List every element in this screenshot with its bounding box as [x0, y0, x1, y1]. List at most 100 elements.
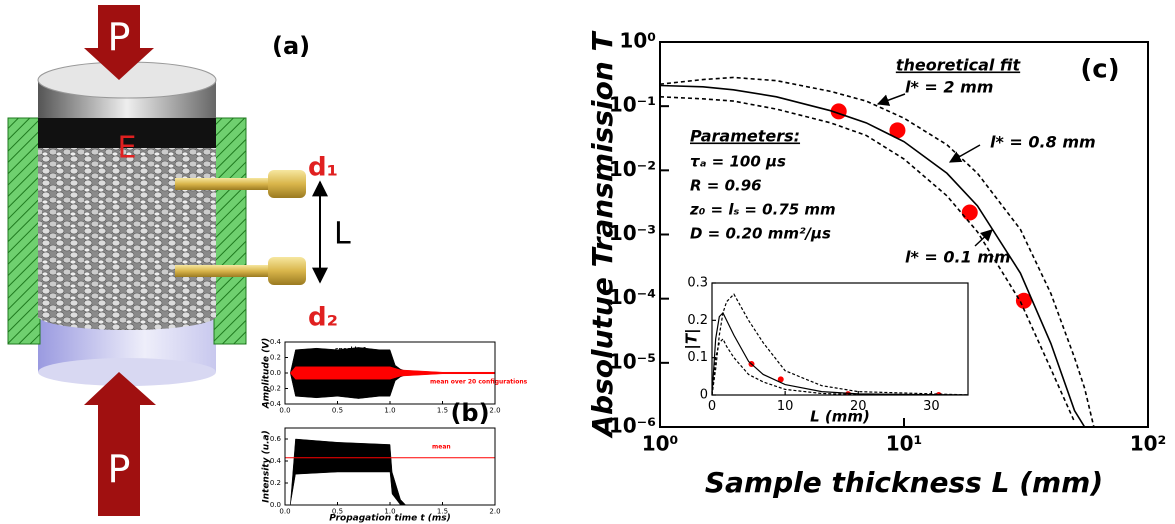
series-label: l* = 0.1 mm [905, 248, 1011, 267]
electrode-label: E [118, 131, 137, 166]
annotation-arrow [974, 229, 993, 247]
electrode-band [38, 116, 216, 148]
x-tick-label: 10⁰ [642, 432, 679, 456]
curve [660, 95, 1076, 423]
y-tick-label: 0.4 [270, 457, 282, 465]
force-arrow-top [84, 5, 154, 80]
x-tick-label: 1.0 [384, 406, 395, 414]
x-tick-label: 1.5 [437, 406, 448, 414]
y-tick-label: 10⁻¹ [609, 93, 656, 117]
x-tick-label: 20 [850, 399, 867, 414]
data-point [1015, 292, 1032, 309]
y-axis-label: Absolutue Transmission T [586, 30, 619, 438]
data-point [777, 376, 784, 383]
detector-head [268, 170, 306, 198]
y-tick-label: 10⁻² [609, 157, 656, 181]
y-tick-label: 0.4 [270, 338, 282, 346]
housing-right [213, 117, 247, 345]
curve [660, 76, 1095, 427]
plot-area [660, 76, 1095, 427]
curve [712, 337, 968, 395]
parameter: D = 0.20 mm²/µs [690, 225, 831, 243]
signal-band [289, 366, 495, 380]
inset-background [712, 283, 968, 395]
x-tick-label: 1.5 [437, 507, 448, 515]
panel-c-arrows [876, 93, 993, 247]
plot-frame [284, 341, 496, 405]
y-tick-label: 0 [700, 388, 708, 403]
y-tick-label: 10⁻³ [609, 221, 656, 245]
y-tick-label: 10⁻⁴ [609, 285, 656, 309]
x-tick-label: 2.0 [489, 406, 500, 414]
y-tick-label: 0.0 [270, 501, 281, 509]
y-tick-label: -0.2 [267, 385, 281, 393]
series-label: mean over 20 configurations [430, 379, 528, 386]
y-tick-label: 10⁻⁶ [609, 414, 656, 438]
detector-rod [175, 265, 273, 277]
bottom-piston-base [38, 358, 216, 386]
y-tick-label: 10⁻⁵ [609, 349, 656, 373]
distance-label: L [334, 217, 351, 252]
x-axis-label: Sample thickness L (mm) [705, 466, 1103, 499]
detector-label: d₁ [308, 153, 338, 183]
curve [712, 293, 968, 395]
series-label: speckle 1 [335, 347, 367, 354]
y-tick-label: 0.2 [687, 313, 708, 328]
x-tick-label: 1.0 [384, 507, 395, 515]
y-tick-label: 10⁰ [619, 29, 656, 53]
y-axis-label: Intensity (u.a) [262, 430, 272, 502]
annotation-arrow [876, 93, 906, 106]
y-tick-label: 0.6 [270, 435, 282, 443]
parameter: z₀ = lₛ = 0.75 mm [689, 201, 836, 219]
x-tick-label: 10² [1130, 432, 1167, 456]
x-tick-label: 0 [708, 399, 716, 414]
panel-a-schematic: (a) P E d₁ L d₂ P [7, 5, 351, 516]
data-point [961, 204, 978, 221]
signal-band [290, 438, 407, 505]
plot-frame [284, 427, 496, 506]
x-tick-label: 10 [777, 399, 794, 414]
plot-frame [711, 282, 969, 396]
parameter: τₐ = 100 µs [690, 153, 786, 171]
x-tick-label: 30 [923, 399, 940, 414]
force-label: P [108, 16, 131, 60]
y-tick-label: 0.0 [270, 369, 281, 377]
detector-head [268, 257, 306, 285]
y-tick-label: -0.4 [267, 400, 281, 408]
panel-label: (a) [272, 32, 310, 60]
series-label: mean [432, 444, 451, 451]
y-tick-label: 0.2 [270, 479, 281, 487]
x-tick-label: 10¹ [886, 432, 923, 456]
plot-frame [659, 41, 1149, 428]
curve [660, 84, 1086, 427]
sample-bottom [38, 302, 216, 330]
x-tick-label: 0.0 [279, 406, 290, 414]
plot-area [289, 347, 495, 399]
curve [712, 311, 968, 395]
y-tick-label: 0.2 [270, 354, 281, 362]
y-tick-label: 0.3 [687, 276, 708, 291]
data-point [889, 122, 906, 139]
granular-sample [38, 140, 216, 318]
y-tick-label: 0.1 [687, 350, 708, 365]
x-tick-label: 0.5 [332, 406, 343, 414]
panel-label: (b) [450, 399, 489, 427]
force-arrow-bottom [84, 372, 156, 516]
series-label: l* = 0.8 mm [990, 133, 1096, 152]
y-axis-label: |T| [683, 328, 702, 349]
plot-area [712, 293, 968, 395]
y-axis-label: Amplitude (V) [262, 338, 272, 410]
detector-rod [175, 178, 273, 190]
x-tick-label: 0.5 [332, 507, 343, 515]
detector-label: d₂ [308, 303, 338, 333]
x-axis-label: Propagation time t (ms) [329, 514, 450, 524]
x-tick-label: 0.0 [279, 507, 290, 515]
parameter: R = 0.96 [690, 177, 762, 195]
x-axis-label: L (mm) [810, 408, 870, 426]
housing-left [7, 117, 41, 345]
x-tick-label: 2.0 [489, 507, 500, 515]
plot-area [285, 438, 495, 505]
series-label: l* = 2 mm [905, 78, 993, 97]
panel-label: (c) [1080, 55, 1119, 85]
